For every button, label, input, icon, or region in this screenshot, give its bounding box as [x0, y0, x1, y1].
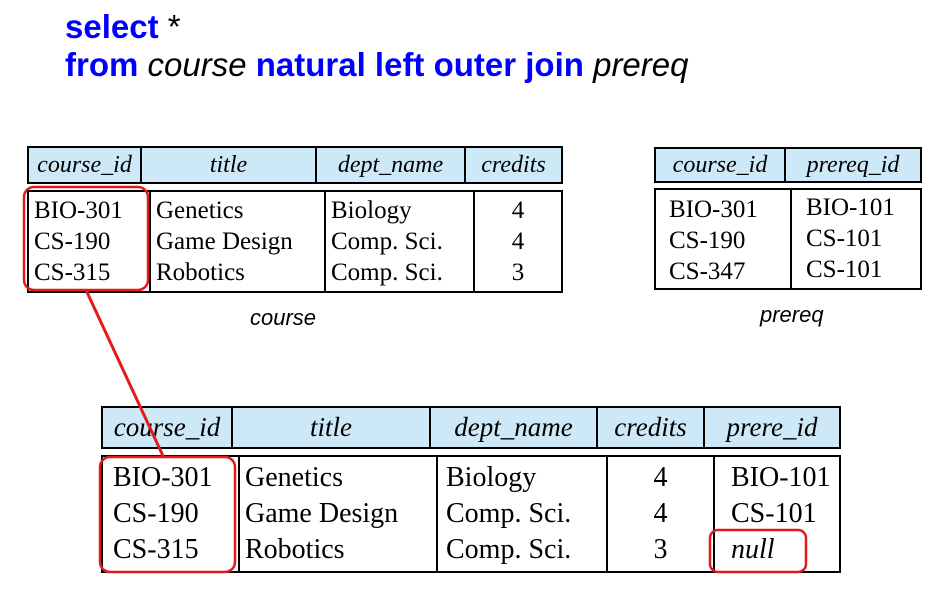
result-col-prere-id: BIO-101 CS-101 null	[713, 457, 839, 571]
table-cell: CS-101	[731, 498, 817, 529]
table-cell: BIO-301	[34, 197, 123, 224]
select-keyword: select	[65, 8, 159, 45]
course-header-cell: dept_name	[315, 146, 466, 184]
course-col-title: Genetics Game Design Robotics	[149, 192, 325, 291]
query-line-1: select *	[65, 8, 688, 46]
result-col-dept-name: Biology Comp. Sci. Comp. Sci.	[436, 457, 607, 571]
table-cell: Biology	[446, 462, 537, 493]
table-cell: 4	[653, 498, 668, 529]
prereq-caption: prereq	[760, 302, 824, 327]
prereq-col-prereq-id: BIO-101 CS-101 CS-101	[790, 190, 920, 288]
table-cell: CS-101	[806, 225, 883, 252]
table-cell: Robotics	[245, 534, 345, 565]
table-cell: CS-315	[113, 534, 199, 565]
prereq-col-course-id: BIO-301 CS-190 CS-347	[656, 190, 791, 288]
table-cell: Comp. Sci.	[446, 498, 572, 529]
table-cell: Comp. Sci.	[331, 259, 443, 286]
table-cell: 3	[511, 259, 525, 286]
table-cell: Robotics	[156, 259, 245, 286]
result-header-cell: credits	[596, 406, 705, 449]
table-cell: Genetics	[245, 462, 343, 493]
result-header-cell: prere_id	[703, 406, 841, 449]
sql-query: select * from course natural left outer …	[65, 8, 688, 84]
result-header-cell: course_id	[101, 406, 233, 449]
table-cell: Comp. Sci.	[331, 228, 443, 255]
course-col-credits: 4 4 3	[473, 192, 561, 291]
table-cell: 3	[653, 534, 668, 565]
table-cell: Genetics	[156, 197, 244, 224]
join-keyword: natural left outer join	[246, 46, 594, 83]
prereq-table: course_id prereq_id BIO-301 CS-190 CS-34…	[654, 147, 922, 290]
table-cell: CS-190	[669, 227, 746, 254]
table-cell: Biology	[331, 197, 412, 224]
prereq-header-cell: prereq_id	[784, 147, 922, 183]
course-col-course-id: BIO-301 CS-190 CS-315	[29, 192, 150, 291]
course-relation-name: course	[147, 46, 247, 83]
query-line-2: from course natural left outer join prer…	[65, 46, 688, 84]
result-col-course-id: BIO-301 CS-190 CS-315	[103, 457, 239, 571]
result-header-cell: title	[231, 406, 431, 449]
table-cell: 4	[511, 197, 525, 224]
table-cell: Game Design	[156, 228, 293, 255]
table-cell: 4	[511, 228, 525, 255]
table-cell: CS-101	[806, 256, 883, 283]
table-cell: CS-190	[113, 498, 199, 529]
table-cell: CS-315	[34, 259, 111, 286]
table-cell: BIO-301	[669, 196, 758, 223]
table-cell: BIO-301	[113, 462, 213, 493]
result-col-credits: 4 4 3	[606, 457, 714, 571]
prereq-header-cell: course_id	[654, 147, 786, 183]
course-table: course_id title dept_name credits BIO-30…	[27, 146, 563, 293]
table-cell: 4	[653, 462, 668, 493]
table-cell: BIO-101	[731, 462, 831, 493]
course-header-cell: credits	[464, 146, 563, 184]
null-cell: null	[731, 534, 775, 565]
course-header-cell: title	[140, 146, 317, 184]
course-col-dept-name: Biology Comp. Sci. Comp. Sci.	[324, 192, 474, 291]
table-cell: CS-347	[669, 258, 746, 285]
table-cell: Game Design	[245, 498, 399, 529]
course-caption: course	[250, 305, 317, 330]
table-cell: Comp. Sci.	[446, 534, 572, 565]
table-cell: BIO-101	[806, 194, 895, 221]
select-star: *	[158, 8, 181, 45]
result-header-cell: dept_name	[429, 406, 598, 449]
result-col-title: Genetics Game Design Robotics	[238, 457, 437, 571]
table-cell: CS-190	[34, 228, 111, 255]
result-table: course_id title dept_name credits prere_…	[101, 406, 841, 573]
prereq-relation-name: prereq	[593, 46, 689, 83]
from-keyword: from	[65, 46, 148, 83]
course-header-cell: course_id	[27, 146, 142, 184]
